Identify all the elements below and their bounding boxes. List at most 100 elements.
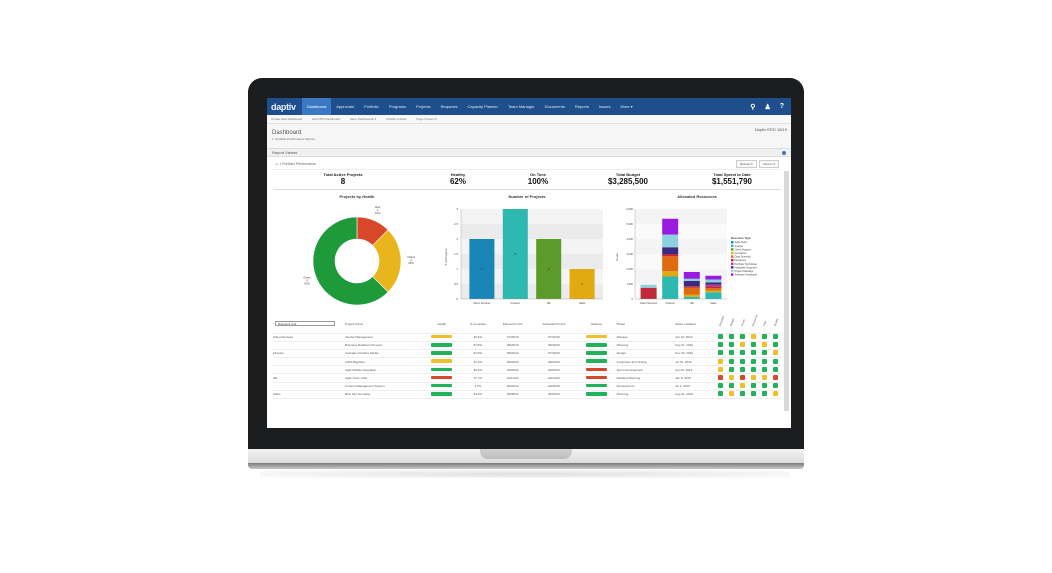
settings-icon[interactable] — [782, 150, 786, 155]
health-indicator — [421, 341, 462, 350]
nav-item-more[interactable]: More ▾ — [620, 104, 633, 109]
column-header[interactable]: Status Updated — [675, 315, 715, 334]
status-column-header[interactable]: Risk — [759, 315, 770, 334]
report-viewer-label: Report Viewer — [272, 150, 298, 155]
nav-icons: ⚲ ♟ ? — [750, 103, 787, 111]
table-row[interactable]: Sales Blue Sky Someday 64.4% 05/08/20 05/06/… — [273, 390, 781, 400]
status-column-header[interactable]: Budget — [726, 315, 737, 334]
svg-text:Red: Red — [375, 205, 381, 209]
reload-button[interactable]: Reload ⟳ — [736, 160, 758, 168]
status-square — [715, 365, 726, 375]
report-header: ▭ 1 Portfolio Performance Reload ⟳ View … — [273, 159, 781, 170]
svg-text:4,000: 4,000 — [627, 237, 634, 241]
project-link[interactable]: Agile Voice Chat — [345, 373, 422, 383]
nav-item-approvals[interactable]: Approvals — [336, 104, 355, 109]
status-column-header[interactable]: Quality — [770, 315, 781, 334]
project-link[interactable]: Cascade Interface Model — [345, 349, 422, 359]
subnav-link[interactable]: Page Options ▾ — [416, 117, 437, 121]
variance-indicator — [576, 365, 617, 375]
subnav-link[interactable]: Create New Dashboard — [271, 117, 303, 121]
scheduled-finish: 05/06/20 — [531, 390, 577, 400]
svg-text:HR: HR — [690, 301, 694, 305]
status-column-header[interactable]: Schedule — [715, 315, 726, 334]
svg-text:Client Services: Client Services — [473, 301, 491, 305]
subnav-link[interactable]: Edit PPD Dashboard — [312, 117, 341, 121]
svg-text:2,000: 2,000 — [627, 267, 634, 271]
nav-item-reports[interactable]: Reports — [574, 104, 589, 109]
status-square — [715, 349, 726, 359]
variance-indicator — [576, 390, 617, 400]
table-row[interactable]: Content Management System 4.7% 09/24/19 09/… — [273, 382, 781, 391]
percent-complete: 62.5% — [462, 349, 494, 359]
project-link[interactable]: Vendor Management — [345, 333, 422, 342]
nav-item-projects[interactable]: Projects — [416, 104, 431, 109]
project-link[interactable]: Agile Mobile Integration — [345, 365, 422, 375]
project-link[interactable]: Content Management System — [345, 382, 422, 391]
column-header[interactable]: Planned Finish — [493, 315, 532, 334]
svg-text:12%: 12% — [375, 211, 381, 215]
number-of-projects-chart: Number of Projects 0 0.5 1 1.5 2 2.5 3 # of Pro… — [441, 194, 613, 315]
svg-text:6,000: 6,000 — [627, 207, 634, 211]
view-in-button[interactable]: View in ▾ — [759, 160, 779, 168]
help-icon[interactable]: ? — [779, 102, 784, 110]
column-header[interactable]: Scheduled Finish — [531, 315, 577, 334]
table-row[interactable]: Business Relations Process 52.8% 08/26/19 0… — [273, 341, 781, 350]
nav-item-programs[interactable]: Programs — [388, 104, 407, 109]
status-square — [748, 341, 759, 350]
health-indicator — [421, 382, 462, 391]
nav-item-requests[interactable]: Requests — [440, 104, 458, 109]
status-square — [737, 365, 748, 375]
table-row[interactable]: CRM Migration 31.4% 09/04/20 08/23/20 Integr… — [273, 357, 781, 367]
breadcrumb[interactable]: 1. Portfolio Performance Metrics — [272, 137, 315, 141]
subnav-link[interactable]: More Dashboards ▾ — [350, 117, 377, 121]
phase: Detailed Planning — [616, 373, 676, 383]
nav-item-capacity-planner[interactable]: Capacity Planner — [467, 104, 498, 109]
percent-complete: 52.8% — [462, 341, 494, 350]
report-viewer-bar: Report Viewer — [267, 148, 791, 157]
subnav-link[interactable]: Publish to Role — [386, 117, 407, 121]
status-updated: Jul 2, 2019 — [675, 382, 715, 391]
status-column-header[interactable]: Resources — [748, 314, 759, 334]
svg-text:62%: 62% — [304, 282, 310, 286]
svg-text:0.5: 0.5 — [454, 282, 458, 286]
business-unit-select[interactable]: Business Unit — [275, 321, 336, 327]
nav-item-dashboard[interactable]: Dashboard — [301, 98, 332, 115]
group-label — [273, 365, 345, 375]
status-square — [737, 390, 748, 400]
nav-item-portfolio[interactable]: Portfolio — [364, 104, 379, 109]
table-row[interactable]: HR Agile Voice Chat 71.7% 01/13/20 03/14/20 D… — [273, 373, 781, 383]
projects-table: * Business Unit Project Name Health% Compl… — [273, 314, 781, 400]
column-header[interactable]: Health — [421, 315, 462, 334]
phase: Release — [616, 333, 676, 342]
vertical-scrollbar[interactable] — [784, 171, 789, 411]
project-link[interactable]: Business Relations Process — [345, 341, 422, 350]
table-row[interactable]: Client Services Vendor Management 39.4% 07/… — [273, 333, 781, 342]
status-square — [748, 357, 759, 367]
svg-text:3,000: 3,000 — [627, 252, 634, 256]
scheduled-finish: 07/25/19 — [531, 333, 577, 342]
status-square — [737, 333, 748, 342]
status-column-header[interactable]: Scope — [737, 315, 748, 334]
column-header[interactable]: Phase — [616, 315, 676, 334]
column-header[interactable]: % Complete — [462, 315, 494, 334]
column-header[interactable]: Project Name — [345, 315, 422, 334]
nav-item-documents[interactable]: Documents — [544, 104, 565, 109]
project-link[interactable]: CRM Migration — [345, 357, 422, 367]
status-square — [748, 382, 759, 391]
column-header[interactable]: Variance — [576, 315, 617, 334]
kpi-row: Total Active Projects 8 Healthy 62% On Time 1… — [273, 170, 781, 190]
table-row[interactable]: Agile Mobile Integration 39.4% 03/03/20 03/… — [273, 365, 781, 375]
table-row[interactable]: Finance Cascade Interface Model 62.5% 09/02… — [273, 349, 781, 359]
user-icon[interactable]: ♟ — [764, 103, 771, 111]
status-updated: Jul 01, 2019 — [675, 357, 715, 367]
svg-text:5: 5 — [306, 279, 308, 283]
nav-item-team-manager[interactable]: Team Manager — [507, 104, 535, 109]
search-icon[interactable]: ⚲ — [750, 103, 756, 111]
nav-item-issues[interactable]: Issues — [598, 104, 611, 109]
project-link[interactable]: Blue Sky Someday — [345, 390, 422, 400]
status-square — [759, 382, 770, 391]
daptiv-logo[interactable]: daptiv — [271, 101, 296, 112]
svg-text:5,000: 5,000 — [627, 222, 634, 226]
svg-text:Finance: Finance — [511, 301, 521, 305]
chart-title: Allocated Resources — [677, 194, 717, 199]
